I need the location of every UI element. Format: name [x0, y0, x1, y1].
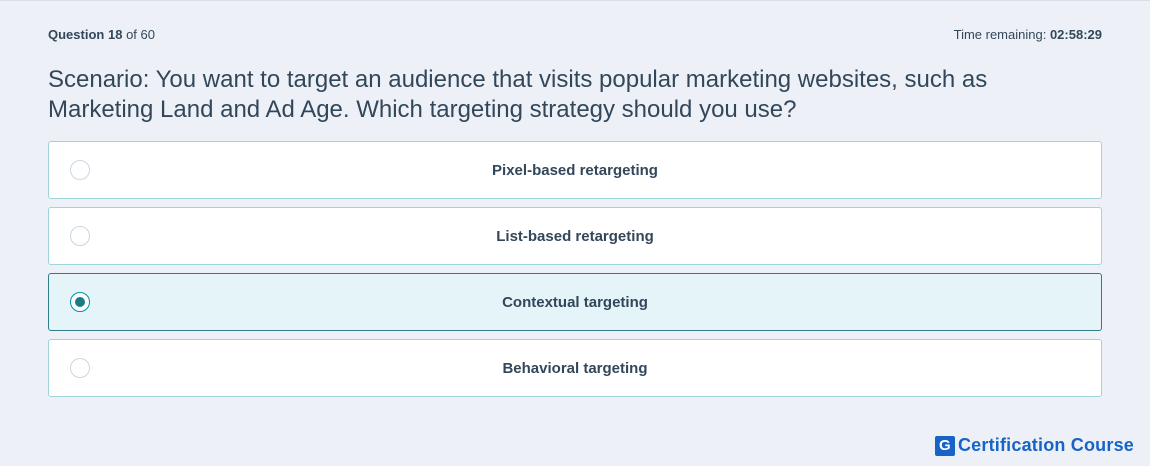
answer-options: Pixel-based retargeting List-based retar…	[48, 141, 1102, 405]
timer-label: Time remaining:	[953, 26, 1047, 42]
radio-button[interactable]	[70, 160, 90, 180]
answer-option-label: Behavioral targeting	[502, 359, 648, 377]
question-label: Question	[48, 26, 105, 42]
radio-selected-dot	[75, 297, 85, 307]
brand-name: Certification Course	[957, 435, 1134, 455]
question-total: of 60	[126, 26, 155, 42]
answer-option-label: List-based retargeting	[496, 227, 654, 245]
answer-option[interactable]: Pixel-based retargeting	[48, 141, 1102, 199]
brand-logo: G Certification Course	[934, 435, 1134, 456]
answer-option[interactable]: Behavioral targeting	[48, 339, 1102, 397]
timer: Time remaining: 02:58:29	[954, 27, 1102, 42]
answer-option[interactable]: Contextual targeting	[48, 273, 1102, 331]
question-counter: Question 18 of 60	[48, 27, 155, 42]
radio-button[interactable]	[70, 358, 90, 378]
question-number: 18	[107, 26, 123, 42]
question-text: Scenario: You want to target an audience…	[48, 66, 988, 123]
answer-option-label: Pixel-based retargeting	[492, 161, 658, 179]
brand-g-icon: G	[934, 435, 955, 456]
radio-button[interactable]	[70, 226, 90, 246]
timer-value: 02:58:29	[1049, 26, 1102, 42]
radio-button[interactable]	[70, 292, 90, 312]
answer-option[interactable]: List-based retargeting	[48, 207, 1102, 265]
answer-option-label: Contextual targeting	[502, 293, 648, 311]
quiz-header: Question 18 of 60 Time remaining: 02:58:…	[48, 25, 1102, 43]
